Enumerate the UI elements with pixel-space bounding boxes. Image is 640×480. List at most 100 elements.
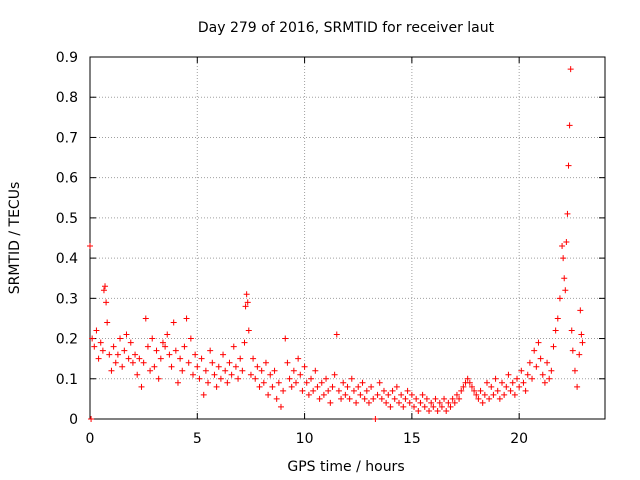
data-point — [562, 287, 569, 294]
data-point — [338, 395, 345, 402]
data-point — [460, 383, 467, 390]
data-point — [563, 239, 570, 246]
data-point — [451, 399, 458, 406]
data-point — [243, 291, 250, 298]
data-point — [293, 379, 299, 386]
data-point — [363, 387, 370, 394]
data-point — [112, 359, 119, 366]
data-point — [550, 343, 557, 350]
data-point — [217, 375, 224, 382]
data-point — [411, 403, 418, 410]
data-point — [318, 379, 325, 386]
data-point — [110, 343, 117, 350]
data-point — [174, 379, 181, 386]
data-point — [162, 343, 169, 350]
data-point — [123, 331, 130, 338]
data-point — [374, 391, 381, 398]
data-point — [187, 335, 194, 342]
data-point — [449, 395, 456, 402]
data-point — [537, 355, 544, 362]
grid-lines — [90, 57, 605, 419]
data-point — [254, 363, 261, 370]
data-point — [303, 379, 310, 386]
data-point — [308, 375, 315, 382]
data-point — [159, 339, 166, 346]
data-point — [434, 407, 441, 414]
data-points — [87, 66, 586, 422]
data-point — [561, 275, 568, 282]
data-point — [398, 391, 405, 398]
data-point — [353, 399, 360, 406]
data-point — [535, 339, 542, 346]
data-point — [181, 343, 188, 350]
data-point — [179, 367, 186, 374]
data-point — [483, 379, 490, 386]
data-point — [224, 379, 231, 386]
data-point — [576, 351, 583, 358]
data-point — [393, 383, 400, 390]
data-point — [192, 351, 199, 358]
data-point — [299, 387, 306, 394]
y-axis-ticks: 0 0.1 0.2 0.3 0.4 0.5 0.6 0.7 0.8 0.9 — [56, 50, 605, 428]
data-point — [127, 339, 134, 346]
data-point — [273, 395, 280, 402]
data-point — [481, 391, 488, 398]
data-point — [252, 375, 259, 382]
data-point — [213, 383, 220, 390]
x-tick-label: 15 — [403, 431, 421, 447]
data-point — [215, 363, 222, 370]
data-point — [350, 387, 357, 394]
data-point — [368, 383, 375, 390]
data-point — [125, 355, 132, 362]
data-point — [468, 383, 475, 390]
data-point — [220, 351, 227, 358]
data-point — [134, 371, 141, 378]
data-point — [87, 243, 93, 250]
data-point — [566, 122, 573, 129]
data-point — [494, 387, 501, 394]
data-point — [505, 371, 512, 378]
data-point — [529, 375, 536, 382]
x-axis-label: GPS time / hours — [287, 459, 404, 475]
data-point — [153, 347, 160, 354]
data-point — [518, 367, 525, 374]
data-point — [100, 287, 107, 294]
y-tick-label: 0.8 — [56, 90, 78, 106]
data-point — [235, 375, 242, 382]
data-point — [391, 395, 398, 402]
data-point — [190, 371, 196, 378]
data-point — [370, 395, 377, 402]
data-point — [520, 379, 527, 386]
data-point — [232, 363, 239, 370]
data-point — [567, 66, 574, 73]
data-point — [320, 391, 327, 398]
data-point — [428, 399, 435, 406]
data-point — [340, 379, 347, 386]
data-point — [568, 327, 575, 334]
data-point — [511, 391, 518, 398]
data-point — [441, 395, 448, 402]
data-point — [559, 243, 566, 250]
data-point — [202, 367, 209, 374]
x-axis-ticks: 0 5 10 15 20 — [86, 57, 528, 447]
data-point — [258, 367, 265, 374]
data-point — [164, 331, 171, 338]
data-point — [501, 391, 508, 398]
data-point — [421, 403, 428, 410]
data-point — [552, 327, 559, 334]
data-point — [526, 359, 533, 366]
data-point — [247, 371, 254, 378]
data-point — [516, 383, 523, 390]
data-point — [544, 359, 551, 366]
data-point — [346, 395, 353, 402]
data-point — [129, 359, 136, 366]
data-point — [244, 299, 251, 306]
data-point — [361, 395, 368, 402]
data-point — [417, 399, 424, 406]
data-point — [280, 387, 287, 394]
data-point — [533, 363, 540, 370]
data-point — [430, 403, 437, 410]
data-point — [522, 387, 529, 394]
data-point — [578, 331, 585, 338]
